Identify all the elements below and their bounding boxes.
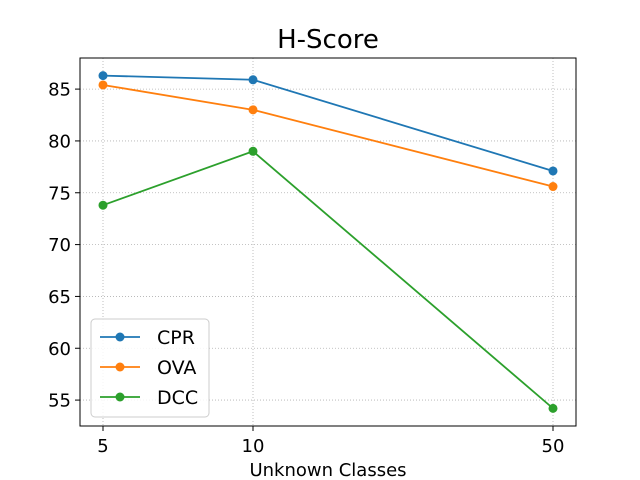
data-point-cpr — [248, 75, 258, 85]
data-point-cpr — [548, 166, 558, 176]
y-tick-label: 85 — [48, 80, 71, 101]
x-tick-label: 10 — [242, 436, 265, 457]
legend-marker-cpr — [115, 332, 125, 342]
legend-marker-dcc — [115, 392, 125, 402]
series-line-ova — [102, 84, 554, 188]
legend-label-ova: OVA — [157, 357, 196, 379]
series-line-cpr — [102, 74, 554, 172]
data-point-ova — [548, 182, 558, 192]
plot-frame — [79, 57, 577, 427]
x-tick-label: 5 — [97, 436, 108, 457]
series-layer — [98, 71, 558, 413]
data-point-ova — [248, 105, 258, 115]
y-tick-label: 65 — [48, 287, 71, 308]
legend-label-cpr: CPR — [157, 327, 195, 349]
legend: CPR OVA DCC — [90, 318, 210, 418]
y-tick-label: 80 — [48, 131, 71, 152]
y-tick-label: 75 — [48, 183, 71, 204]
chart-title: H-Score — [277, 25, 379, 55]
data-point-dcc — [248, 146, 258, 156]
data-point-ova — [98, 80, 108, 90]
axes: 55 60 65 70 75 80 85 5 10 50 — [48, 80, 564, 457]
legend-label-dcc: DCC — [157, 387, 198, 409]
y-tick-label: 60 — [48, 339, 71, 360]
legend-marker-ova — [115, 362, 125, 372]
data-point-cpr — [98, 71, 108, 81]
data-point-dcc — [98, 200, 108, 210]
y-tick-label: 55 — [48, 391, 71, 412]
legend-box — [90, 318, 210, 418]
x-tick-label: 50 — [542, 436, 565, 457]
x-axis-title: Unknown Classes — [249, 460, 406, 480]
y-tick-label: 70 — [48, 235, 71, 256]
data-point-dcc — [548, 403, 558, 413]
